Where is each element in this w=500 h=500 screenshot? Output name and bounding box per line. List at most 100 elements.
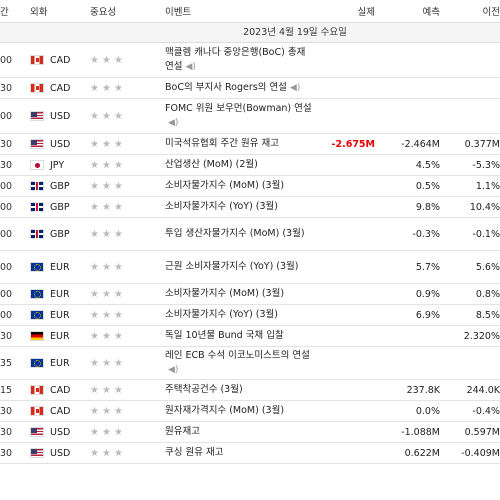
event-name[interactable]: 미국석유협회 주간 원유 재고 (165, 136, 315, 152)
star-icon: ★ (113, 309, 126, 321)
star-icon: ★ (113, 384, 126, 396)
event-title[interactable]: 독일 10년물 Bund 국채 입찰 (165, 330, 284, 341)
table-row[interactable]: 30 USD ★★★ 쿠싱 원유 재고 0.622M -0.409M (0, 443, 500, 464)
event-title[interactable]: 소비자물가지수 (MoM) (3월) (165, 288, 285, 299)
importance-stars: ★★★ (90, 385, 165, 396)
currency-code: CAD (50, 384, 71, 396)
event-title[interactable]: 미국석유협회 주간 원유 재고 (165, 138, 279, 149)
event-time: 00 (0, 261, 13, 273)
previous-value: -0.4% (472, 405, 500, 417)
previous-value: 0.377M (464, 138, 500, 150)
star-icon: ★ (113, 261, 126, 273)
event-time: 00 (0, 309, 13, 321)
star-icon: ★ (101, 110, 114, 122)
event-name[interactable]: 근원 소비자물가지수 (YoY) (3월) (165, 259, 315, 275)
event-name[interactable]: 원유재고 (165, 424, 315, 440)
table-row[interactable]: 00 EUR ★★★ 소비자물가지수 (MoM) (3월) 0.9% 0.8% (0, 284, 500, 305)
event-time: 30 (0, 405, 13, 417)
table-row[interactable]: 00 GBP ★★★ 소비자물가지수 (MoM) (3월) 0.5% 1.1% (0, 176, 500, 197)
star-icon: ★ (101, 261, 114, 273)
table-row[interactable]: 30 EUR ★★★ 독일 10년물 Bund 국채 입찰 2.320% (0, 326, 500, 347)
previous-value: 8.5% (475, 309, 500, 321)
event-name[interactable]: 맥클렘 캐나다 중앙은행(BoC) 총재 연설 ◀) (165, 45, 315, 75)
star-icon: ★ (101, 309, 114, 321)
event-name[interactable]: 레인 ECB 수석 이코노미스트의 연설 ◀) (165, 348, 315, 378)
event-name[interactable]: 소비자물가지수 (YoY) (3월) (165, 307, 315, 323)
table-row[interactable]: 30 USD ★★★ 원유재고 -1.088M 0.597M (0, 422, 500, 443)
flag-eu-icon (30, 262, 44, 272)
table-row[interactable]: 30 CAD ★★★ 원자재가격지수 (MoM) (3월) 0.0% -0.4% (0, 401, 500, 422)
actual-value: -2.675M (331, 138, 375, 150)
star-icon: ★ (113, 159, 126, 171)
table-row[interactable]: 00 EUR ★★★ 근원 소비자물가지수 (YoY) (3월) 5.7% 5.6% (0, 251, 500, 284)
event-title[interactable]: FOMC 위원 보우먼(Bowman) 연설 (165, 103, 312, 114)
event-name[interactable]: BoC의 부지사 Rogers의 연설 ◀) (165, 80, 315, 96)
previous-value: 5.6% (475, 261, 500, 273)
currency-code: EUR (50, 330, 70, 342)
table-row[interactable]: 30 JPY ★★★ 산업생산 (MoM) (2월) 4.5% -5.3% (0, 155, 500, 176)
event-title[interactable]: 쿠싱 원유 재고 (165, 447, 224, 458)
event-title[interactable]: 소비자물가지수 (YoY) (3월) (165, 309, 278, 320)
event-name[interactable]: 독일 10년물 Bund 국채 입찰 (165, 328, 315, 344)
event-title[interactable]: 산업생산 (MoM) (2월) (165, 159, 258, 170)
currency-cell: GBP (30, 181, 90, 192)
importance-stars: ★★★ (90, 427, 165, 438)
currency-cell: EUR (30, 262, 90, 273)
forecast-value: -1.088M (401, 426, 440, 438)
table-header: 간 외화 중요성 이벤트 실제 예측 이전 (0, 0, 500, 23)
event-title[interactable]: 투입 생산자물가지수 (MoM) (3월) (165, 228, 305, 239)
event-title[interactable]: 원자재가격지수 (MoM) (3월) (165, 405, 285, 416)
currency-cell: EUR (30, 358, 90, 369)
event-time: 00 (0, 54, 13, 66)
header-importance: 중요성 (90, 7, 117, 18)
event-name[interactable]: 쿠싱 원유 재고 (165, 445, 315, 461)
event-name[interactable]: 소비자물가지수 (YoY) (3월) (165, 199, 315, 215)
star-icon: ★ (90, 384, 102, 396)
event-title[interactable]: 소비자물가지수 (YoY) (3월) (165, 201, 278, 212)
event-time: 00 (0, 110, 13, 122)
event-title[interactable]: 소비자물가지수 (MoM) (3월) (165, 180, 285, 191)
event-name[interactable]: 주택착공건수 (3월) (165, 382, 315, 398)
flag-gb-icon (30, 181, 44, 191)
currency-cell: CAD (30, 406, 90, 417)
table-row[interactable]: 00 GBP ★★★ 투입 생산자물가지수 (MoM) (3월) -0.3% -0.1% (0, 218, 500, 251)
table-row[interactable]: 35 EUR ★★★ 레인 ECB 수석 이코노미스트의 연설◀) (0, 347, 500, 380)
event-title[interactable]: 맥클렘 캐나다 중앙은행(BoC) 총재 연설 (165, 47, 306, 72)
event-time: 00 (0, 180, 13, 192)
table-row[interactable]: 30 USD ★★★ 미국석유협회 주간 원유 재고 -2.675M -2.464M 0.3… (0, 134, 500, 155)
table-row[interactable]: 15 CAD ★★★ 주택착공건수 (3월) 237.8K 244.0K (0, 380, 500, 401)
event-title[interactable]: 근원 소비자물가지수 (YoY) (3월) (165, 261, 299, 272)
importance-stars: ★★★ (90, 83, 165, 94)
event-name[interactable]: 소비자물가지수 (MoM) (3월) (165, 286, 315, 302)
header-actual: 실제 (357, 7, 375, 18)
table-row[interactable]: 00 EUR ★★★ 소비자물가지수 (YoY) (3월) 6.9% 8.5% (0, 305, 500, 326)
event-name[interactable]: 원자재가격지수 (MoM) (3월) (165, 403, 315, 419)
importance-stars: ★★★ (90, 406, 165, 417)
forecast-value: 237.8K (406, 384, 440, 396)
event-title[interactable]: 주택착공건수 (3월) (165, 384, 243, 395)
previous-value: 2.320% (463, 330, 500, 342)
event-name[interactable]: 소비자물가지수 (MoM) (3월) (165, 178, 315, 194)
currency-code: CAD (50, 54, 71, 66)
table-row[interactable]: 00 USD ★★★ FOMC 위원 보우먼(Bowman) 연설◀) (0, 99, 500, 134)
forecast-value: 0.622M (404, 447, 440, 459)
star-icon: ★ (101, 54, 114, 66)
currency-code: USD (50, 110, 71, 122)
table-row[interactable]: 30 CAD ★★★ BoC의 부지사 Rogers의 연설 ◀) (0, 78, 500, 99)
currency-cell: USD (30, 111, 90, 122)
star-icon: ★ (90, 447, 102, 459)
event-name[interactable]: FOMC 위원 보우먼(Bowman) 연설 ◀) (165, 101, 315, 131)
event-name[interactable]: 투입 생산자물가지수 (MoM) (3월) (165, 226, 315, 242)
event-title[interactable]: 원유재고 (165, 426, 200, 437)
table-row[interactable]: 00 CAD ★★★ 맥클렘 캐나다 중앙은행(BoC) 총재 연설 ◀) (0, 43, 500, 78)
currency-code: GBP (50, 180, 70, 192)
event-title[interactable]: BoC의 부지사 Rogers의 연설 (165, 82, 287, 93)
currency-code: CAD (50, 405, 71, 417)
forecast-value: 0.9% (415, 288, 440, 300)
flag-jp-icon (30, 160, 44, 170)
table-row[interactable]: 00 GBP ★★★ 소비자물가지수 (YoY) (3월) 9.8% 10.4% (0, 197, 500, 218)
event-name[interactable]: 산업생산 (MoM) (2월) (165, 157, 315, 173)
event-title[interactable]: 레인 ECB 수석 이코노미스트의 연설 (165, 350, 310, 361)
event-time: 30 (0, 426, 13, 438)
currency-cell: EUR (30, 289, 90, 300)
